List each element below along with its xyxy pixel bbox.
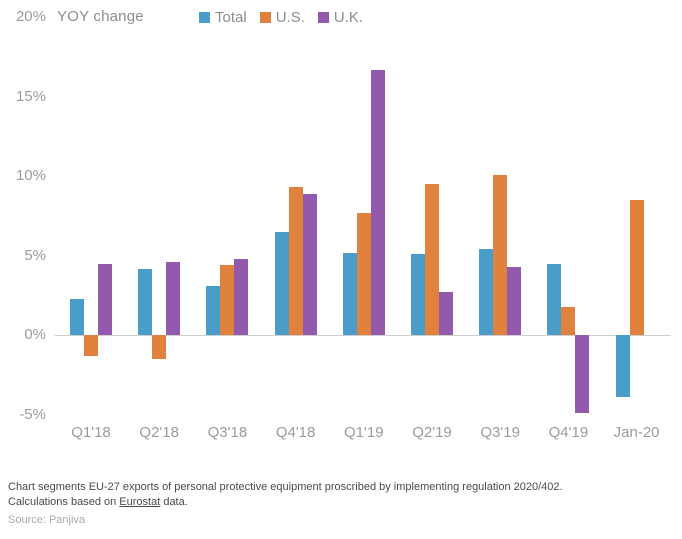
y-axis-tick-20: 20% xyxy=(15,8,46,26)
bar-total-q319 xyxy=(479,249,494,336)
legend-item-us: U.S. xyxy=(259,9,305,26)
bar-uk-q418 xyxy=(302,193,317,336)
bar-uk-q318 xyxy=(234,258,249,336)
chart-title: YOY change xyxy=(57,8,144,25)
y-axis-tick-5: 5% xyxy=(24,246,46,264)
bar-total-jan20 xyxy=(615,335,630,398)
legend-swatch-icon xyxy=(199,12,210,23)
bar-uk-q118 xyxy=(98,263,112,336)
legend-item-total: Total xyxy=(199,9,247,26)
legend-swatch-icon xyxy=(259,12,271,23)
bar-total-q219 xyxy=(411,254,425,336)
zero-baseline xyxy=(55,335,671,336)
bar-total-q418 xyxy=(274,231,289,336)
bar-us-q119 xyxy=(356,212,371,336)
bar-us-q418 xyxy=(288,187,303,336)
bar-uk-q119 xyxy=(370,69,385,336)
footnote-line2-before: Calculations based on xyxy=(8,495,120,508)
y-axis-tick-10: 10% xyxy=(15,167,46,185)
bar-us-q118 xyxy=(84,335,98,356)
bar-us-q419 xyxy=(561,306,576,336)
x-axis-label-q119: Q1'19 xyxy=(344,424,384,441)
bar-total-q318 xyxy=(206,286,221,336)
legend: Total U.S. U.K. xyxy=(199,9,363,26)
legend-label: U.S. xyxy=(275,9,305,26)
bar-us-q319 xyxy=(493,174,508,336)
legend-label: U.K. xyxy=(333,9,364,26)
x-axis-label-jan20: Jan-20 xyxy=(613,424,660,441)
y-axis-tick-15: 15% xyxy=(15,87,46,105)
footnote-line2-after: data. xyxy=(160,495,188,508)
bar-uk-q319 xyxy=(507,266,522,336)
legend-item-uk: U.K. xyxy=(317,9,364,26)
bar-total-q118 xyxy=(70,298,84,336)
chart-footnote: Chart segments EU-27 exports of personal… xyxy=(8,480,670,509)
source-attribution: Source: Panjiva xyxy=(8,514,86,526)
bar-uk-q218 xyxy=(166,262,181,336)
bar-total-q218 xyxy=(138,268,153,336)
x-axis-label-q419: Q4'19 xyxy=(548,424,589,441)
y-axis-tick--5: -5% xyxy=(19,405,46,423)
eurostat-link[interactable]: Eurostat xyxy=(119,495,161,508)
bar-total-q419 xyxy=(547,263,562,336)
y-axis-tick-0: 0% xyxy=(24,326,46,344)
x-axis-label-q318: Q3'18 xyxy=(207,424,248,441)
x-axis-label-q218: Q2'18 xyxy=(139,424,179,441)
bar-total-q119 xyxy=(342,252,357,336)
x-axis-label-q319: Q3'19 xyxy=(480,424,520,441)
x-axis-label-q118: Q1'18 xyxy=(71,424,111,441)
bar-us-q218 xyxy=(152,335,167,360)
x-axis-label-q418: Q4'18 xyxy=(275,424,316,441)
bar-uk-q219 xyxy=(439,292,453,336)
legend-label: Total xyxy=(215,9,247,26)
bar-us-jan20 xyxy=(629,200,644,336)
bar-us-q318 xyxy=(220,265,235,336)
bar-us-q219 xyxy=(425,184,439,336)
legend-swatch-icon xyxy=(317,12,329,23)
x-axis-label-q219: Q2'19 xyxy=(412,424,452,441)
footnote-line1: Chart segments EU-27 exports of personal… xyxy=(8,481,563,493)
bar-uk-q419 xyxy=(575,335,590,414)
